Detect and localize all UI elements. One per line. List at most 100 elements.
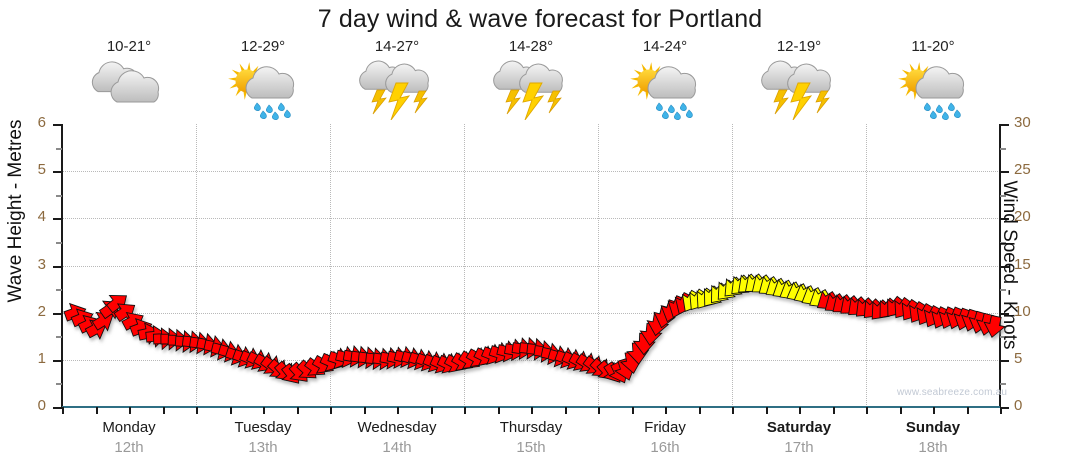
- gridline-horizontal: [62, 218, 1000, 220]
- day-temperature-range: 11-20°: [911, 38, 955, 55]
- raindrop-icon: [679, 102, 687, 111]
- day-weather-icon: [866, 58, 1000, 120]
- right-axis-minor-tick: [1000, 194, 1006, 197]
- right-axis-tick: [1000, 359, 1009, 362]
- left-axis-tick: [53, 265, 62, 268]
- left-axis-minor-tick: [56, 289, 62, 292]
- gridline-horizontal: [62, 265, 1000, 267]
- day-temperature-range: 12-29°: [240, 38, 286, 55]
- bottom-axis-tick: [799, 407, 801, 414]
- day-footer: Sunday 18th: [866, 418, 1000, 458]
- right-axis-tick-label: 30: [1014, 114, 1031, 131]
- day-header: 14-24°: [598, 38, 732, 124]
- left-axis-tick: [53, 218, 62, 221]
- raindrop-icon: [253, 102, 261, 111]
- day-header: 10-21°: [62, 38, 196, 124]
- bottom-axis-tick: [564, 407, 567, 414]
- right-axis-tick-label: 0: [1014, 397, 1023, 414]
- raindrop-icon: [271, 111, 279, 120]
- bottom-axis-tick: [732, 407, 734, 414]
- gridline-horizontal: [62, 312, 1000, 314]
- bottom-axis-tick: [1000, 407, 1002, 414]
- left-axis-tick: [53, 171, 62, 174]
- lightning-bolt-icon: [790, 82, 813, 120]
- raindrop-icon: [655, 102, 663, 111]
- day-date: 15th: [516, 439, 546, 456]
- gridline-day-separator: [866, 124, 867, 407]
- gridline-day-separator: [732, 124, 733, 407]
- lightning-bolt-icon: [388, 82, 411, 120]
- bottom-axis-tick: [631, 407, 634, 414]
- cloud-icon: [245, 66, 295, 99]
- sun-cloud-rain-icon: [228, 62, 295, 120]
- bottom-axis-tick: [464, 407, 466, 414]
- thunderstorm-icon: [493, 60, 563, 120]
- raindrop-icon: [953, 109, 961, 118]
- left-axis-tick-label: 5: [37, 161, 46, 179]
- bottom-axis-tick: [196, 407, 198, 414]
- left-axis-tick-label: 6: [37, 114, 46, 131]
- day-footer: Monday 12th: [62, 418, 196, 458]
- raindrop-icon: [929, 110, 937, 119]
- right-axis-minor-tick: [1000, 289, 1006, 292]
- bottom-axis-tick: [95, 407, 98, 414]
- left-axis-tick-label: 2: [37, 302, 46, 320]
- day-name: Thursday: [499, 419, 563, 436]
- left-axis-tick-label: 1: [37, 349, 46, 367]
- watermark: www.seabreeze.com.au: [897, 387, 1008, 398]
- day-footer: Friday 16th: [598, 418, 732, 458]
- bottom-axis-tick: [229, 407, 232, 414]
- sun-cloud-rain-icon: [898, 62, 965, 120]
- raindrop-icon: [935, 104, 943, 113]
- day-footer: Thursday 15th: [464, 418, 598, 458]
- day-header: 12-19°: [732, 38, 866, 124]
- day-footer: Wednesday 14th: [330, 418, 464, 458]
- thunderstorm-icon: [359, 60, 429, 120]
- day-date: 16th: [650, 439, 680, 456]
- cloud-icon: [915, 66, 965, 99]
- lightning-bolt-icon: [413, 90, 428, 114]
- right-axis-tick: [1000, 265, 1009, 268]
- raindrop-icon: [277, 102, 285, 111]
- lightning-bolt-icon: [522, 82, 545, 120]
- gridline-horizontal: [62, 359, 1000, 361]
- bottom-axis-tick: [966, 407, 969, 414]
- left-axis-minor-tick: [56, 383, 62, 386]
- cloudy-icon: [91, 61, 160, 103]
- raindrop-icon: [941, 111, 949, 120]
- left-axis-minor-tick: [56, 336, 62, 339]
- right-axis-tick: [1000, 407, 1009, 409]
- left-axis-tick: [53, 407, 62, 409]
- bottom-axis-tick: [296, 407, 299, 414]
- right-axis-tick-label: 10: [1014, 302, 1031, 320]
- right-axis-minor-tick: [1000, 383, 1006, 386]
- day-weather-icon: [732, 58, 866, 120]
- raindrop-icon: [947, 102, 955, 111]
- day-weather-icon: [598, 58, 732, 120]
- day-header: 14-28°: [464, 38, 598, 124]
- right-axis-minor-tick: [1000, 147, 1006, 150]
- day-header: 12-29°: [196, 38, 330, 124]
- bottom-axis-tick: [363, 407, 366, 414]
- right-axis-tick-label: 5: [1014, 349, 1023, 367]
- left-axis-line: [61, 124, 63, 408]
- lightning-bolt-icon: [815, 90, 830, 114]
- raindrop-icon: [283, 109, 291, 118]
- lightning-bolt-icon: [547, 90, 562, 114]
- left-axis-tick-label: 0: [37, 397, 46, 414]
- right-axis-tick: [1000, 218, 1009, 221]
- day-header: 14-27°: [330, 38, 464, 124]
- gridline-day-separator: [598, 124, 599, 407]
- raindrop-icon: [259, 110, 267, 119]
- bottom-axis-tick: [430, 407, 433, 414]
- bottom-axis-tick: [263, 407, 265, 414]
- day-date: 17th: [784, 439, 814, 456]
- right-axis-tick: [1000, 312, 1009, 315]
- plot-area: [62, 124, 1000, 407]
- bottom-axis-tick: [665, 407, 667, 414]
- bottom-axis-tick: [866, 407, 868, 414]
- day-name: Saturday: [766, 419, 832, 436]
- gridline-day-separator: [330, 124, 331, 407]
- bottom-axis-tick: [933, 407, 935, 414]
- bottom-axis-tick: [330, 407, 332, 414]
